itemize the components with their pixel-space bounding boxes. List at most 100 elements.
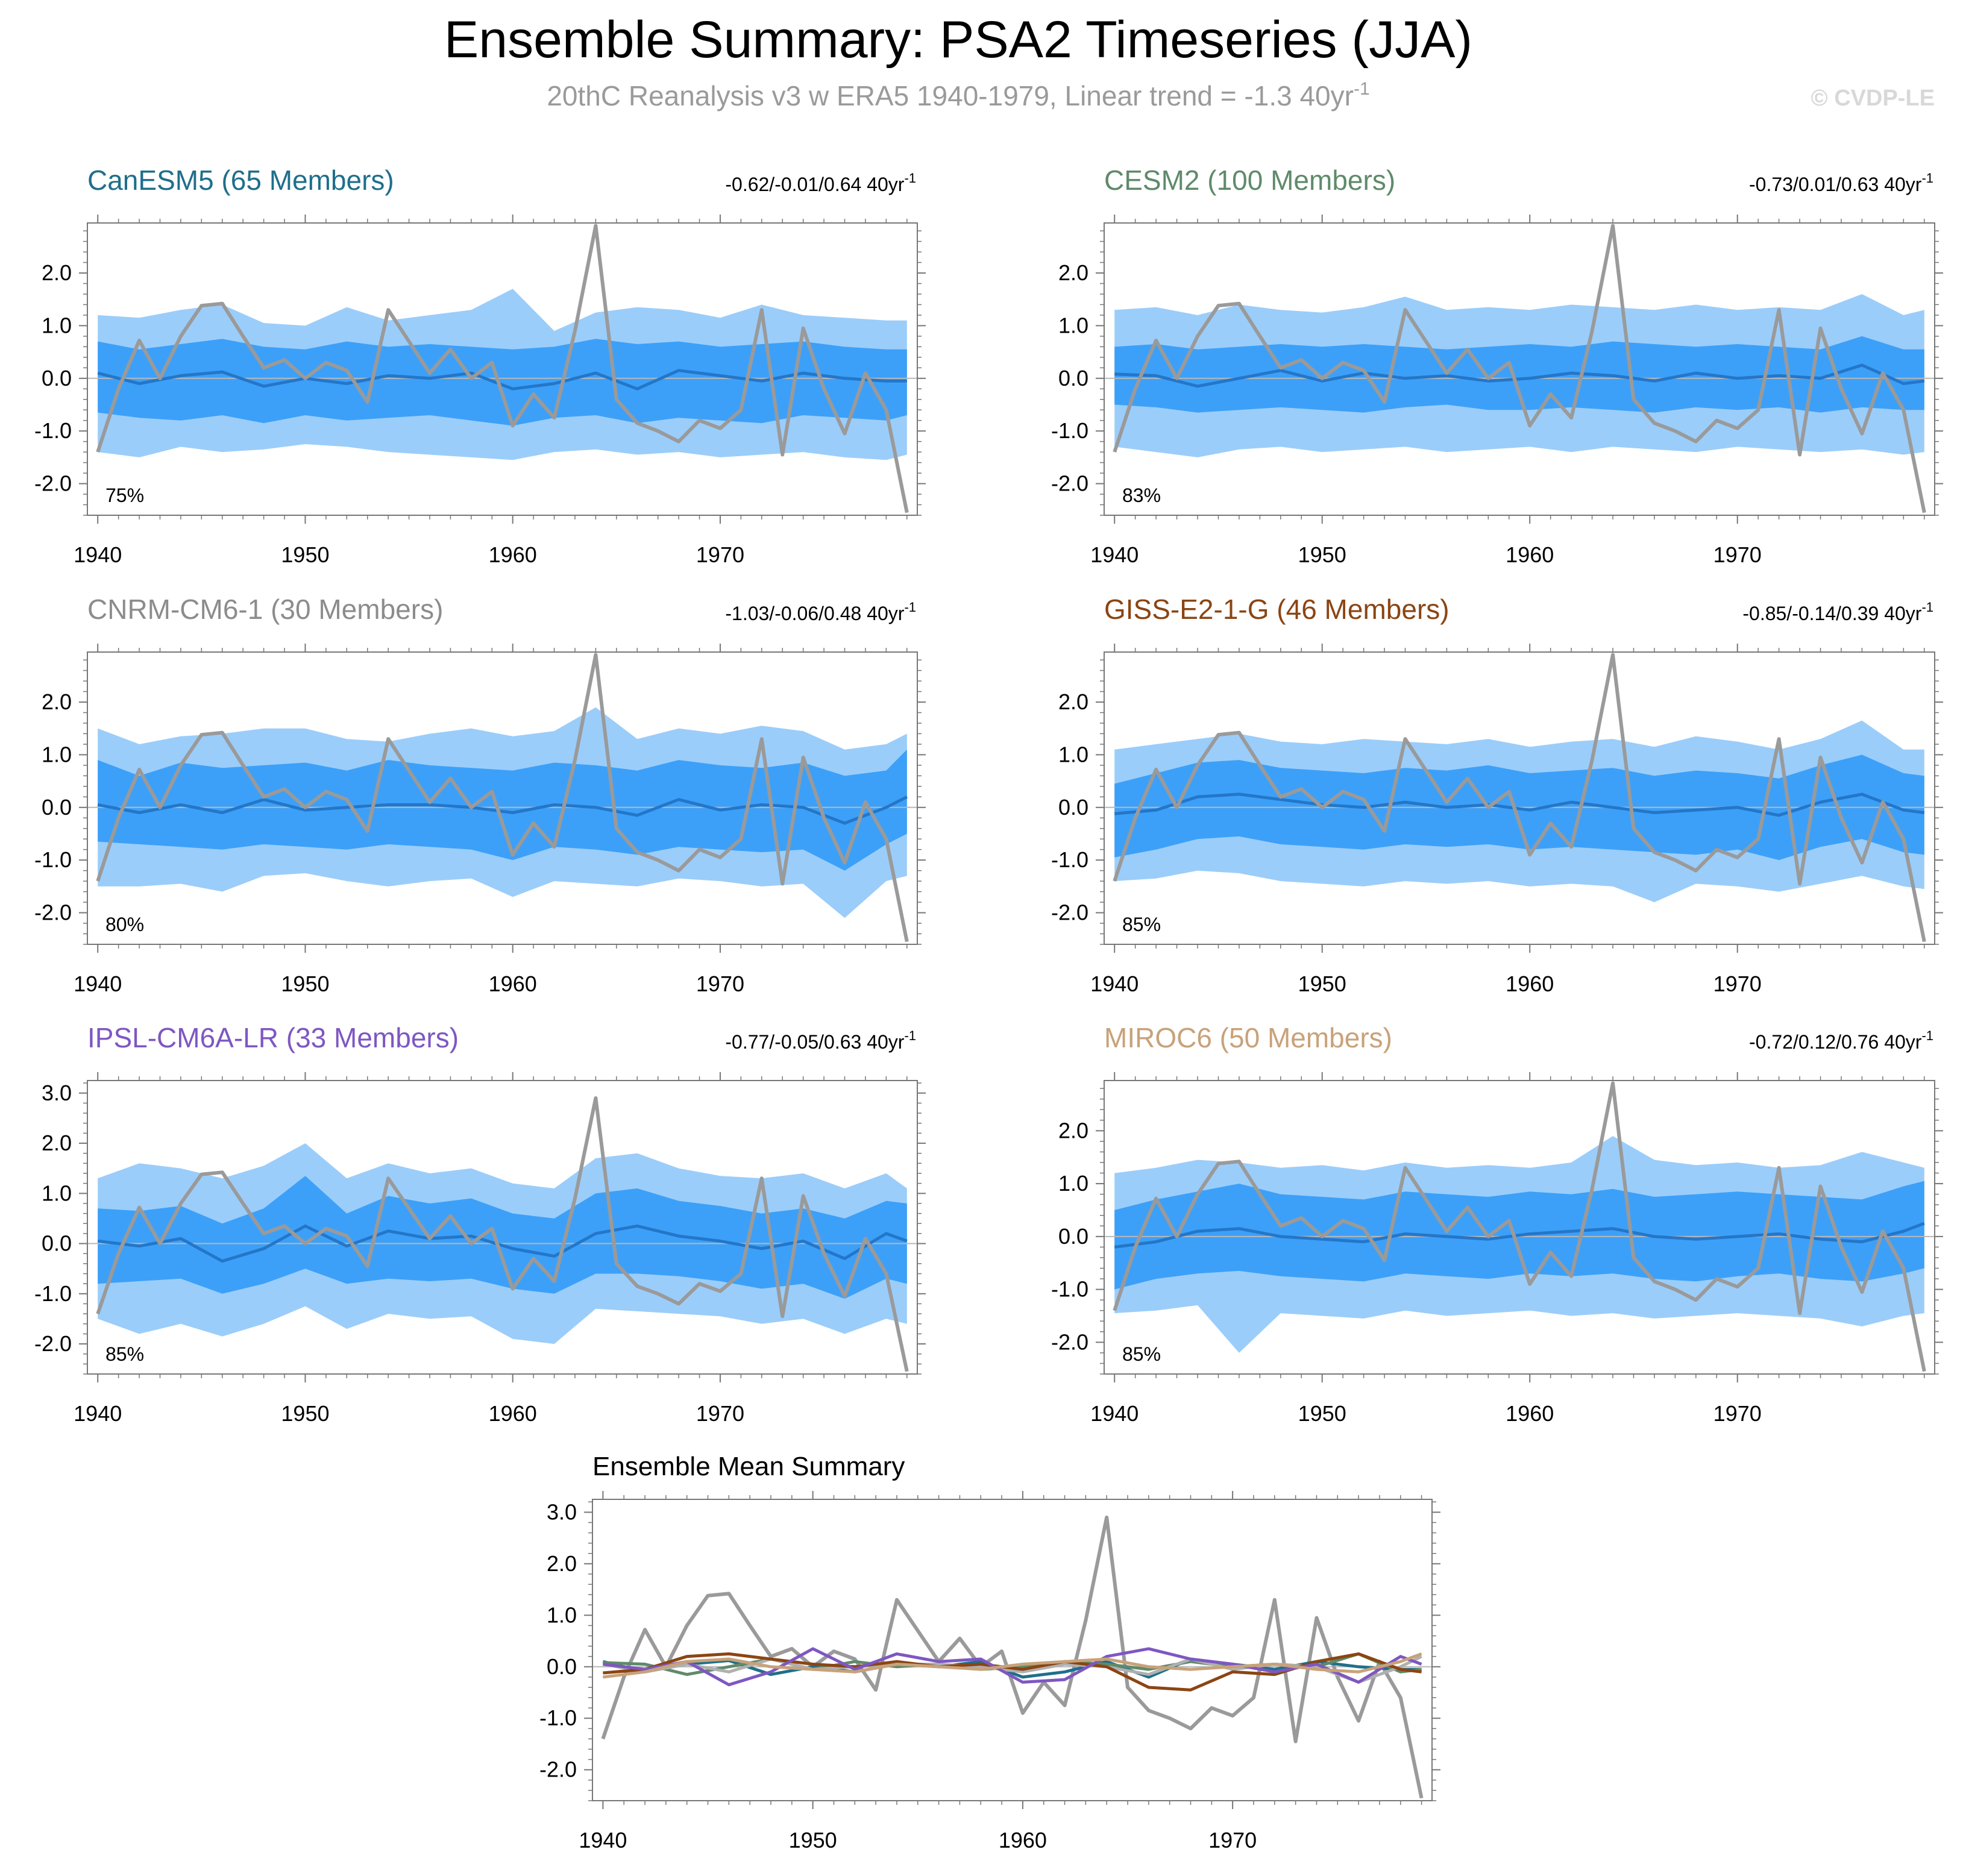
x-tick-label-canesm5: 1940: [74, 542, 122, 567]
ensemble-mean-line-giss-e2-1-g: [1114, 792, 1925, 817]
frame-canesm5: [87, 222, 918, 516]
frame-cnrm-cm6-1: [87, 651, 918, 945]
subtitle-main: 20thC Reanalysis v3 w ERA5 1940-1979, Li…: [547, 80, 1354, 111]
x-tick-label-miroc6: 1950: [1298, 1401, 1346, 1426]
trend-sup-miroc6: -1: [1921, 1028, 1933, 1043]
plot-area-cnrm-cm6-1: [87, 653, 917, 943]
frame-giss-e2-1-g: [1104, 651, 1935, 945]
y-tick-label-giss-e2-1-g: 0.0: [1058, 795, 1088, 820]
chart-title-canesm5: CanESM5 (65 Members): [87, 165, 394, 196]
y-tick-label-miroc6: 2.0: [1058, 1118, 1088, 1143]
x-tick-label-canesm5: 1950: [281, 542, 329, 567]
plot-area-cesm2: [1104, 224, 1935, 513]
trend-sup-cesm2: -1: [1921, 171, 1933, 186]
frame-ensemble-mean-summary: [592, 1499, 1433, 1801]
panels-container: CanESM5 (65 Members) -0.62/-0.01/0.64 40y…: [34, 165, 1943, 1852]
x-tick-label-cesm2: 1960: [1506, 542, 1554, 567]
ensemble-mean-line-cnrm-cm6-1: [97, 795, 908, 825]
x-tick-label-ensemble-mean-summary: 1970: [1208, 1828, 1257, 1852]
plot-area-ensemble-mean-summary: [592, 1515, 1432, 1799]
y-tick-label-giss-e2-1-g: 1.0: [1058, 742, 1088, 767]
trend-sup-canesm5: -1: [904, 171, 916, 186]
y-tick-label-cnrm-cm6-1: 2.0: [42, 689, 72, 714]
y-tick-label-ensemble-mean-summary: 3.0: [547, 1499, 577, 1524]
frame-miroc6: [1104, 1080, 1935, 1375]
x-tick-label-canesm5: 1970: [696, 542, 744, 567]
trend-value-canesm5: -0.62/-0.01/0.64 40yr: [725, 174, 904, 195]
y-tick-label-cnrm-cm6-1: 0.0: [42, 795, 72, 820]
y-tick-label-canesm5: 2.0: [42, 260, 72, 285]
y-tick-label-ensemble-mean-summary: -1.0: [539, 1705, 577, 1730]
x-tick-label-giss-e2-1-g: 1960: [1506, 971, 1554, 996]
chart-title-giss-e2-1-g: GISS-E2-1-G (46 Members): [1104, 594, 1449, 625]
trend-text-giss-e2-1-g: -0.85/-0.14/0.39 40yr-1: [1742, 600, 1933, 624]
chart-title-miroc6: MIROC6 (50 Members): [1104, 1022, 1392, 1053]
y-tick-label-ensemble-mean-summary: -2.0: [539, 1757, 577, 1782]
y-tick-label-giss-e2-1-g: -2.0: [1051, 900, 1088, 925]
x-tick-label-giss-e2-1-g: 1950: [1298, 971, 1346, 996]
figure-title: Ensemble Summary: PSA2 Timeseries (JJA): [444, 11, 1472, 69]
trend-sup-giss-e2-1-g: -1: [1921, 600, 1933, 615]
x-tick-label-cnrm-cm6-1: 1940: [74, 971, 122, 996]
x-tick-label-cesm2: 1950: [1298, 542, 1346, 567]
ensemble-mean-line-miroc6: [1114, 1222, 1925, 1249]
x-tick-label-cesm2: 1970: [1713, 542, 1762, 567]
trend-sup-cnrm-cm6-1: -1: [904, 600, 916, 615]
x-tick-label-cnrm-cm6-1: 1960: [489, 971, 537, 996]
x-tick-label-cesm2: 1940: [1090, 542, 1139, 567]
y-tick-label-ensemble-mean-summary: 0.0: [547, 1654, 577, 1679]
y-tick-label-ensemble-mean-summary: 1.0: [547, 1602, 577, 1627]
y-tick-label-cesm2: -2.0: [1051, 471, 1088, 496]
x-tick-label-ipsl-cm6a-lr: 1960: [489, 1401, 537, 1426]
inner-band-ipsl-cm6a-lr: [98, 1176, 907, 1299]
x-tick-label-ipsl-cm6a-lr: 1970: [696, 1401, 744, 1426]
y-tick-label-cesm2: 1.0: [1058, 313, 1088, 337]
chart-title-cesm2: CESM2 (100 Members): [1104, 165, 1395, 196]
chart-title-cnrm-cm6-1: CNRM-CM6-1 (30 Members): [87, 594, 443, 625]
y-tick-label-canesm5: -1.0: [34, 418, 72, 443]
y-tick-label-miroc6: 0.0: [1058, 1224, 1088, 1249]
trend-value-cesm2: -0.73/0.01/0.63 40yr: [1749, 174, 1922, 195]
y-tick-label-canesm5: 0.0: [42, 366, 72, 391]
y-tick-label-miroc6: 1.0: [1058, 1171, 1088, 1196]
y-tick-label-cesm2: -1.0: [1051, 418, 1088, 443]
percent-label-cnrm-cm6-1: 80%: [105, 914, 144, 935]
observed-line-ipsl-cm6a-lr: [96, 1096, 909, 1372]
y-tick-label-cnrm-cm6-1: -2.0: [34, 900, 72, 925]
plot-area-ipsl-cm6a-lr: [87, 1096, 917, 1372]
percent-label-giss-e2-1-g: 85%: [1122, 914, 1161, 935]
ensemble-mean-line-cesm2: [1114, 363, 1925, 388]
trend-text-cnrm-cm6-1: -1.03/-0.06/0.48 40yr-1: [725, 600, 916, 624]
y-tick-label-cnrm-cm6-1: -1.0: [34, 847, 72, 872]
chart-ensemble-mean-summary: Ensemble Mean Summary 3.0 2.0 1.0 0.0 -1.0 -2.…: [539, 1452, 1440, 1852]
observed-line-miroc6: [1113, 1081, 1926, 1372]
trend-text-cesm2: -0.73/0.01/0.63 40yr-1: [1749, 171, 1933, 195]
x-tick-label-giss-e2-1-g: 1940: [1090, 971, 1139, 996]
y-tick-label-ipsl-cm6a-lr: 1.0: [42, 1181, 72, 1205]
chart-cesm2: CESM2 (100 Members) -0.73/0.01/0.63 40yr-…: [1051, 165, 1943, 567]
frame-cesm2: [1104, 222, 1935, 516]
plot-area-miroc6: [1104, 1081, 1935, 1372]
y-tick-label-giss-e2-1-g: -1.0: [1051, 847, 1088, 872]
plot-area-canesm5: [87, 224, 917, 513]
y-tick-label-ipsl-cm6a-lr: -1.0: [34, 1281, 72, 1306]
trend-text-canesm5: -0.62/-0.01/0.64 40yr-1: [725, 171, 916, 195]
observed-line-cnrm-cm6-1: [96, 653, 909, 943]
y-tick-label-cnrm-cm6-1: 1.0: [42, 742, 72, 767]
y-tick-label-ipsl-cm6a-lr: -2.0: [34, 1331, 72, 1356]
observed-line-cesm2: [1113, 224, 1926, 513]
observed-line-giss-e2-1-g: [1113, 653, 1926, 943]
y-tick-label-miroc6: -1.0: [1051, 1277, 1088, 1302]
trend-text-ipsl-cm6a-lr: -0.77/-0.05/0.63 40yr-1: [725, 1028, 916, 1053]
inner-band-canesm5: [98, 339, 907, 426]
trend-value-giss-e2-1-g: -0.85/-0.14/0.39 40yr: [1742, 603, 1921, 624]
trend-value-ipsl-cm6a-lr: -0.77/-0.05/0.63 40yr: [725, 1031, 904, 1053]
chart-giss-e2-1-g: GISS-E2-1-G (46 Members) -0.85/-0.14/0.39…: [1051, 594, 1943, 996]
y-tick-label-ipsl-cm6a-lr: 3.0: [42, 1081, 72, 1105]
series-line-miroc6: [603, 1652, 1422, 1679]
chart-canesm5: CanESM5 (65 Members) -0.62/-0.01/0.64 40y…: [34, 165, 926, 567]
y-tick-label-ensemble-mean-summary: 2.0: [547, 1551, 577, 1576]
x-tick-label-cnrm-cm6-1: 1970: [696, 971, 744, 996]
y-tick-label-cesm2: 0.0: [1058, 366, 1088, 391]
figure-subtitle: 20thC Reanalysis v3 w ERA5 1940-1979, Li…: [547, 79, 1369, 111]
